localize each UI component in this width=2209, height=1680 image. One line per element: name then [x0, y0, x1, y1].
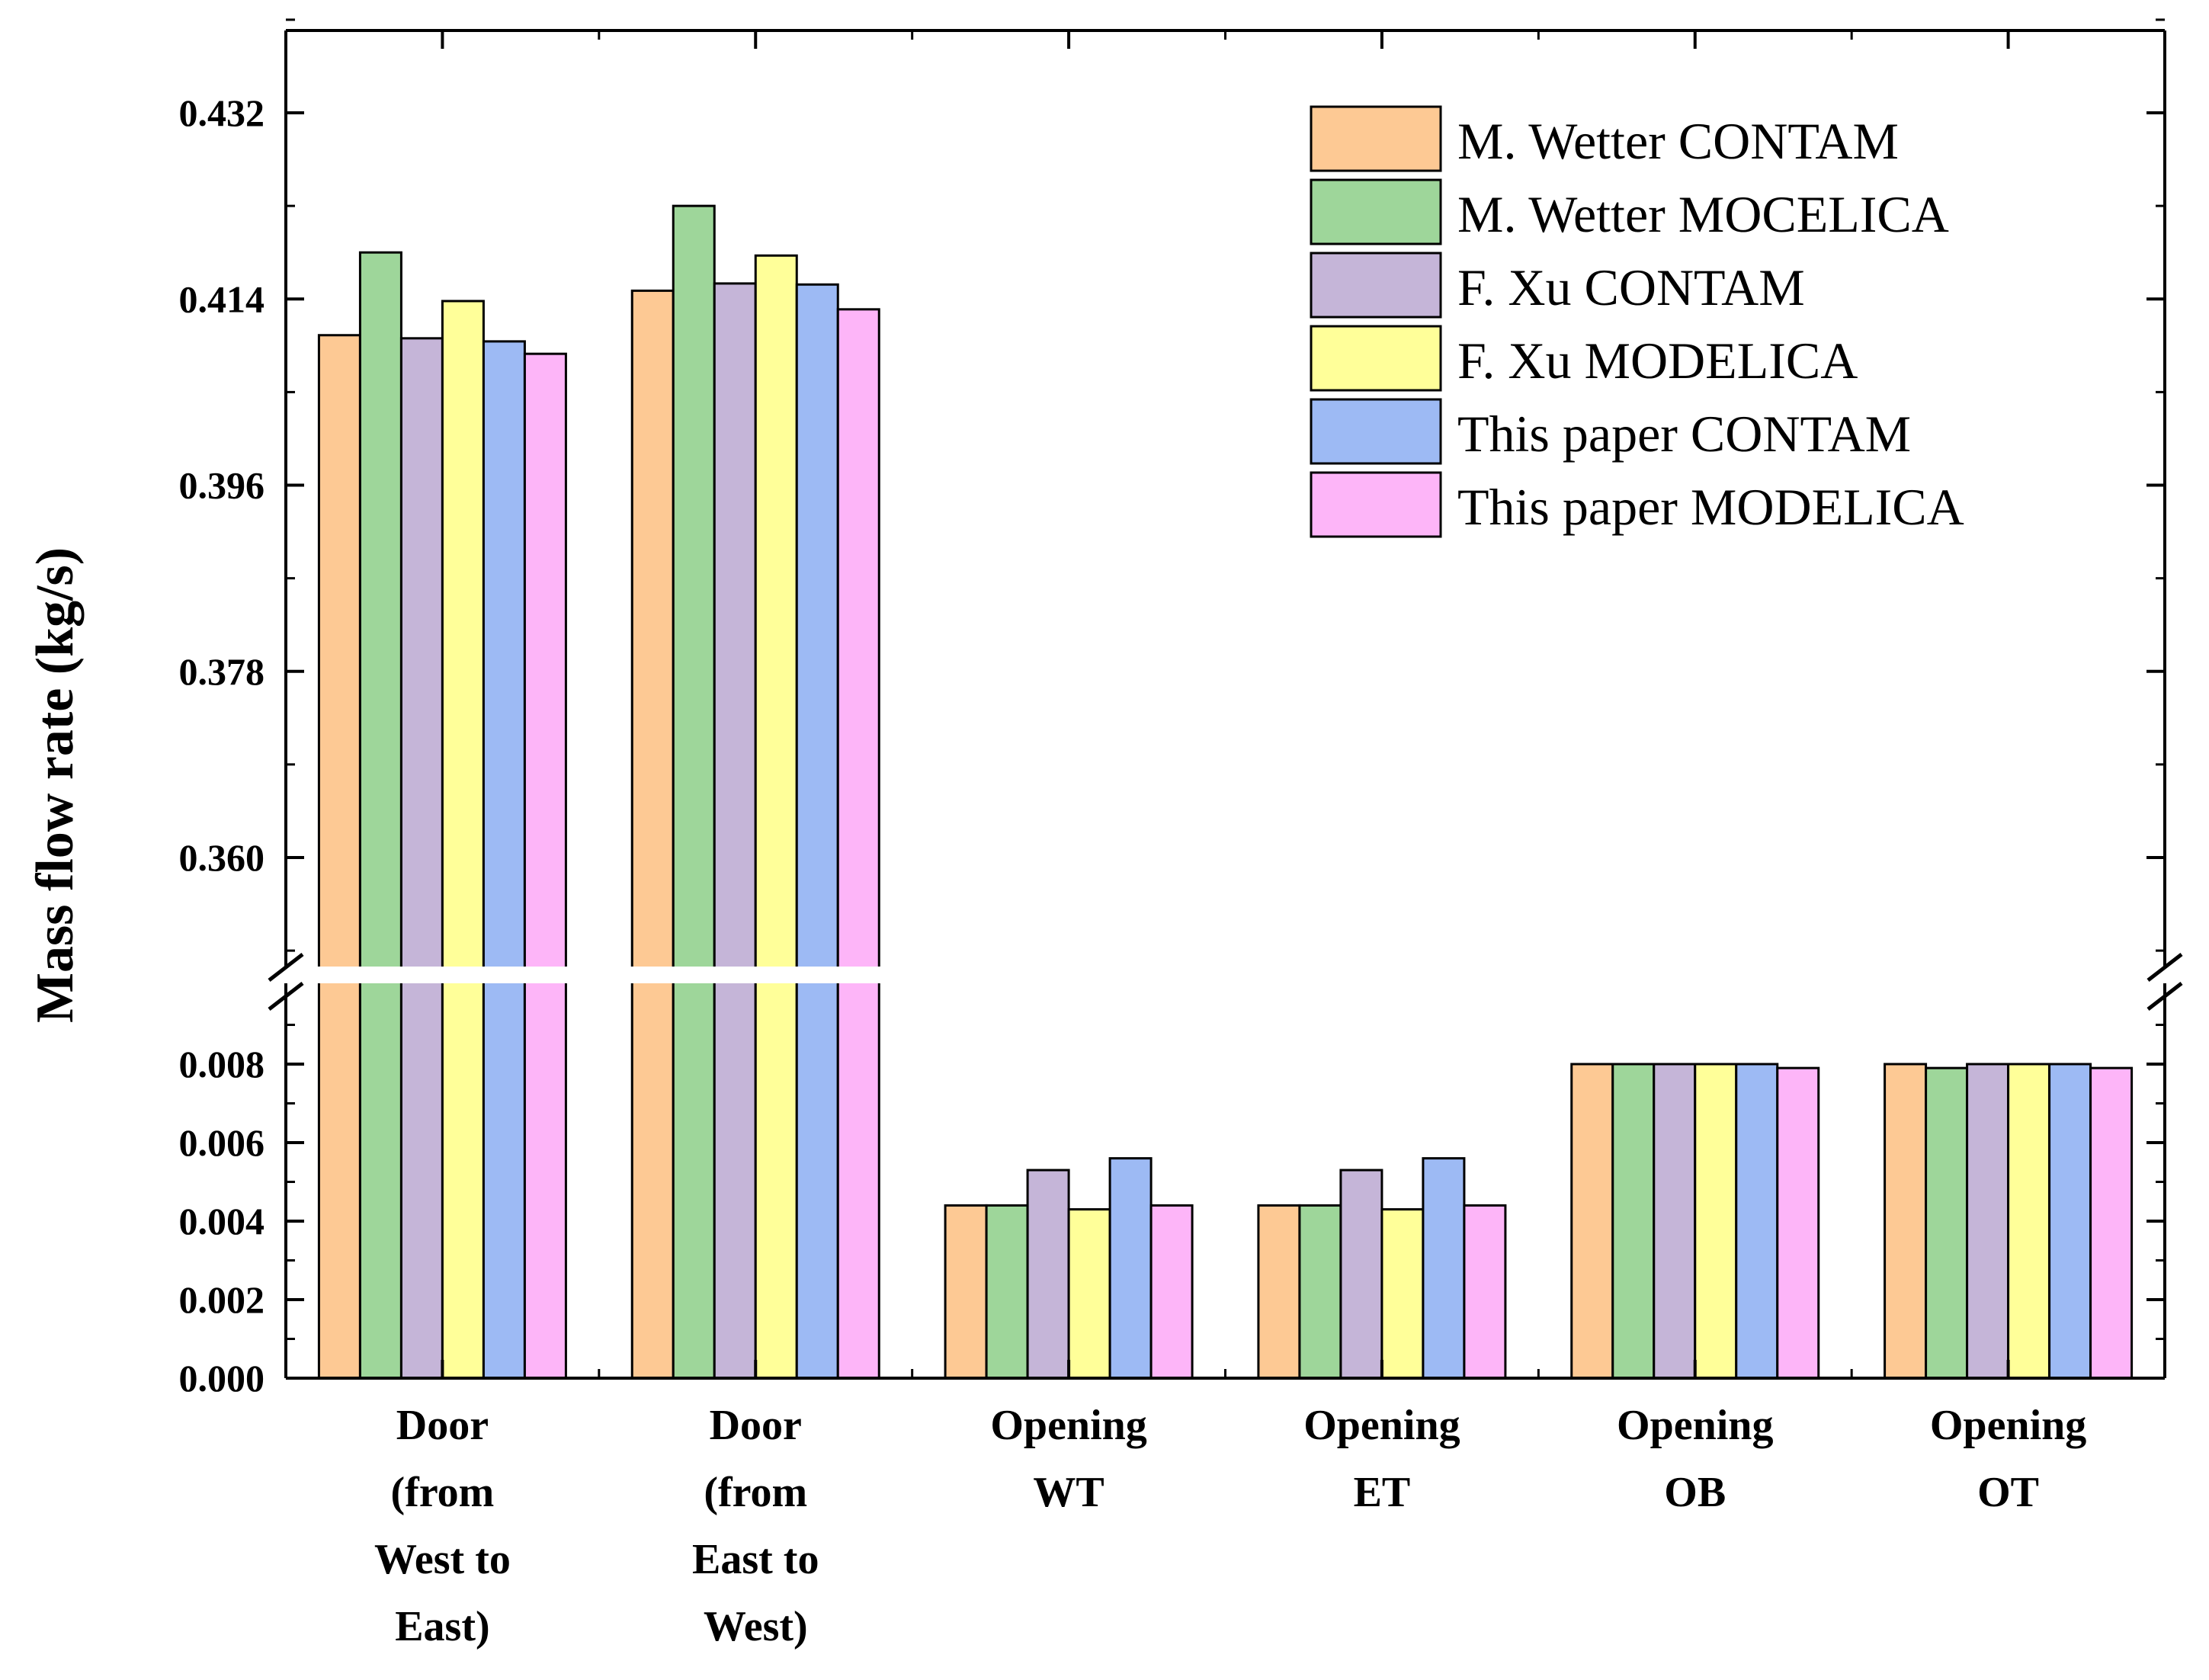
bar-6-1 — [523, 352, 567, 1380]
lower-tick-label-4: 0.008 — [179, 1043, 265, 1085]
bar-4-1 — [441, 300, 485, 1380]
bar-1-2 — [630, 289, 675, 1380]
break-slash-left-b — [268, 982, 304, 1011]
x-category-label-3: Opening WT — [990, 1402, 1146, 1516]
bar-6-2 — [836, 308, 880, 1380]
bar-1-1 — [317, 334, 361, 1380]
bar-2-6 — [1925, 1066, 1969, 1380]
bar-4-3 — [1067, 1208, 1111, 1380]
tick-marks — [286, 18, 2165, 1380]
bar-2-2 — [672, 204, 716, 1380]
bar-5-3 — [1108, 1157, 1153, 1380]
legend-swatch-6 — [1310, 471, 1442, 538]
bar-5-5 — [1735, 1063, 1779, 1380]
bar-5-6 — [2048, 1063, 2092, 1380]
bar-1-4 — [1257, 1204, 1301, 1380]
bar-2-5 — [1611, 1063, 1656, 1380]
legend-label-3: F. Xu CONTAM — [1457, 258, 1805, 316]
break-slash-right-b — [2146, 982, 2183, 1011]
legend-swatch-5 — [1310, 398, 1442, 465]
bar-1-5 — [1570, 1063, 1614, 1380]
x-category-label-4: Opening ET — [1303, 1402, 1460, 1516]
bar-4-5 — [1694, 1063, 1738, 1380]
x-category-label-6: Opening OT — [1930, 1402, 2086, 1516]
x-category-label-2: Door (from East to West) — [692, 1402, 819, 1650]
bar-5-4 — [1422, 1157, 1466, 1380]
legend-swatch-3 — [1310, 252, 1442, 319]
bar-4-6 — [2007, 1063, 2051, 1380]
bar-6-6 — [2089, 1066, 2134, 1380]
break-slash-right-a — [2146, 953, 2183, 982]
bar-3-3 — [1026, 1169, 1070, 1380]
bar-3-5 — [1653, 1063, 1697, 1380]
upper-tick-label-2: 0.396 — [179, 464, 265, 507]
x-category-label-1: Door (from West to East) — [374, 1402, 511, 1650]
legend-label-2: M. Wetter MOCELICA — [1457, 185, 1949, 243]
bar-3-4 — [1339, 1169, 1383, 1380]
bar-2-1 — [358, 251, 402, 1380]
legend-label-1: M. Wetter CONTAM — [1457, 112, 1899, 170]
lower-tick-label-2: 0.004 — [179, 1200, 265, 1242]
upper-tick-label-1: 0.378 — [179, 650, 265, 693]
bar-6-3 — [1149, 1204, 1194, 1380]
bars-layer — [317, 204, 2134, 1380]
bar-6-4 — [1463, 1204, 1507, 1380]
upper-tick-label-0: 0.360 — [179, 836, 265, 879]
legend-label-5: This paper CONTAM — [1457, 405, 1911, 463]
legend-swatch-1 — [1310, 105, 1442, 172]
bar-2-3 — [985, 1204, 1029, 1380]
bar-3-2 — [713, 282, 757, 1380]
legend-label-4: F. Xu MODELICA — [1457, 332, 1858, 390]
y-tick-labels: 0.360 0.378 0.396 0.414 0.432 0.000 0.002 0.004… — [179, 91, 265, 1399]
legend-label-6: This paper MODELICA — [1457, 478, 1964, 536]
bar-4-4 — [1380, 1208, 1425, 1380]
bar-3-1 — [399, 337, 444, 1380]
bar-6-5 — [1776, 1066, 1820, 1380]
break-slash-left-a — [268, 953, 304, 982]
bar-1-6 — [1884, 1063, 1928, 1380]
y-axis-title: Mass flow rate (kg/s) — [26, 547, 85, 1023]
break-gap — [309, 967, 1178, 983]
x-category-label-5: Opening OB — [1617, 1402, 1773, 1516]
bar-1-3 — [944, 1204, 988, 1380]
lower-tick-label-0: 0.000 — [179, 1357, 265, 1399]
legend: M. Wetter CONTAM M. Wetter MOCELICA F. Xu … — [1310, 105, 1964, 538]
upper-tick-label-4: 0.432 — [179, 91, 265, 134]
legend-swatch-2 — [1310, 178, 1442, 245]
x-category-labels: Door (from West to East) Door (from East to Wes… — [374, 1402, 2086, 1650]
legend-swatch-4 — [1310, 325, 1442, 392]
upper-tick-label-3: 0.414 — [179, 277, 265, 320]
lower-tick-label-1: 0.002 — [179, 1278, 265, 1321]
bar-3-6 — [1966, 1063, 2010, 1380]
bar-2-4 — [1298, 1204, 1342, 1380]
bar-5-2 — [795, 283, 839, 1380]
bar-5-1 — [482, 340, 526, 1380]
bar-4-2 — [754, 254, 798, 1380]
lower-tick-label-3: 0.006 — [179, 1121, 265, 1164]
axis-break — [281, 967, 2169, 983]
